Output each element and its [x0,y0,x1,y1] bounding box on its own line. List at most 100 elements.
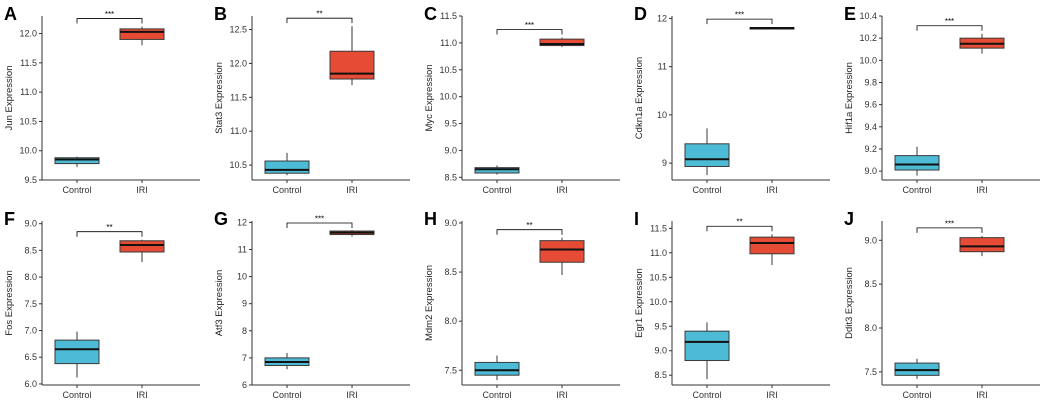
panel-b-letter: B [214,4,227,24]
panel-c-sig-bracket [496,29,563,35]
panel-i-group: I Egr1 Expression 8.5 9.0 9.5 10.0 10.5 11.0 11.… [634,209,830,400]
panel-d-ytick-label: 12 [657,13,667,23]
panel-g-sig-bracket [286,222,353,228]
panel-a-ytick-label: 10.5 [19,116,37,126]
panel-j-ytick-label: 9.0 [864,235,877,245]
panel-h-ytick-label: 7.5 [444,365,457,375]
panel-f-ylabel: Fos Expression [4,270,15,335]
panel-c-ytick-label: 11.0 [440,38,457,48]
panel-i-box-iri [749,236,795,255]
panel-f-ytick-label: 6.0 [24,379,37,389]
panel-d-sig-bracket [706,18,773,25]
panel-c-ytick-label: 9.5 [444,119,457,129]
panel-a-box-iri [119,28,165,40]
panel-i-letter: I [634,209,639,229]
panel-e-box-control [894,155,940,171]
panel-i-sig-bracket [706,225,773,232]
panel-b-sig-label: ** [316,10,322,19]
panel-c-xtick-label: Control [482,185,511,195]
panel-e-xtick-label: Control [902,185,931,195]
panel-b-group: B Stat3 Expression 10.5 11.0 11.5 12.0 12.5 Con… [214,4,410,195]
panel-c-ytick-label: 10.5 [439,65,457,75]
panel-e-ytick-label: 9.0 [864,166,877,176]
panel-h-ylabel: Mdm2 Expression [424,265,435,341]
panel-b-xtick-label: IRI [346,185,358,195]
panel-h-sig-bracket [496,229,563,235]
panel-g-letter: G [214,209,228,229]
panel-f-xtick-label: IRI [136,390,148,400]
panel-g-ytick-label: 12 [237,217,247,227]
panel-i-ytick-label: 10.5 [649,272,667,282]
panel-a-sig-bracket [76,18,143,24]
panel-g-xtick-label: Control [272,390,301,400]
panel-g-ytick-label: 9 [242,299,247,309]
panel-h-ytick-label: 8.0 [444,316,457,326]
panel-b-ylabel: Stat3 Expression [214,62,225,134]
panel-i-ytick-label: 8.5 [654,370,667,380]
panel-a-letter: A [4,4,17,24]
panel-j-group: J Ddit3 Expression 7.5 8.0 8.5 9.0 Control IRI *… [844,209,1040,400]
panel-d-group: D Cdkn1a Expression 9 10 11 12 Control IRI *** [634,4,830,195]
panel-j-ytick-label: 8.5 [864,279,877,289]
panel-i-ytick-label: 9.5 [654,321,667,331]
panel-c-group: C Myc Expression 8.5 9.0 9.5 10.0 10.5 11.0 11.5… [424,4,620,195]
panel-h-sig-label: ** [526,221,532,230]
panel-g-ytick-label: 6 [242,380,247,390]
panel-e-sig-label: *** [945,17,954,26]
panel-d-box-control [684,143,730,167]
panel-g-group: G Atf3 Expression 6 7 8 9 10 11 12 Control IRI *** [214,209,410,400]
panel-e-letter: E [844,4,856,24]
panel-a-box-control [54,157,100,165]
panel-e-group: E Hif1a Expression 9.0 9.2 9.4 9.6 9.8 10.0 10.2… [844,4,1040,195]
panel-i-ytick-label: 11.5 [650,223,667,233]
panel-b-sig-bracket [286,17,353,24]
panel-e-xtick-label: IRI [976,185,988,195]
panel-j-xtick-label: IRI [976,390,988,400]
panel-d-ylabel: Cdkn1a Expression [634,57,645,139]
panel-c-ytick-label: 8.5 [444,172,457,182]
panel-h-box-iri [539,240,585,263]
panel-d-sig-label: *** [735,11,744,20]
panel-a-xtick-label: IRI [136,185,148,195]
panel-f-letter: F [4,209,15,229]
panel-c-xtick-label: IRI [556,185,568,195]
panel-e-ytick-label: 10.2 [859,33,877,43]
panel-f-box-iri [119,240,165,253]
panel-e-ytick-label: 9.4 [864,122,877,132]
panel-b-box-control [264,160,310,174]
panel-h-xtick-label: Control [482,390,511,400]
panel-c-sig-label: *** [525,21,534,30]
panel-f-ytick-label: 7.5 [24,299,37,309]
panel-f-sig-bracket [76,231,143,237]
panel-j-sig-label: *** [945,219,954,228]
panel-j-xtick-label: Control [902,390,931,400]
panel-i-xtick-label: Control [692,390,721,400]
panel-c-letter: C [424,4,437,24]
panel-b-ytick-label: 11.0 [230,126,247,136]
panel-f-xtick-label: Control [62,390,91,400]
panel-j-ytick-label: 7.5 [864,367,877,377]
panel-d-ytick-label: 11 [658,62,667,72]
panel-j-ytick-label: 8.0 [864,323,877,333]
panel-b-box-iri [329,50,375,80]
panel-c-box-iri [539,38,585,47]
panel-g-ytick-label: 7 [242,353,247,363]
panel-f-ytick-label: 7.0 [24,326,37,336]
panel-a-group: A Jun Expression 9.5 10.0 10.5 11.0 11.5 12.0 Co… [4,4,200,195]
panel-g-ytick-label: 11 [238,244,247,254]
panel-i-ytick-label: 11.0 [650,248,667,258]
panel-h-ytick-label: 8.5 [444,267,457,277]
panel-i-ytick-label: 9.0 [654,346,667,356]
panel-f-box-control [54,339,100,365]
panel-h-box-control [474,361,520,376]
panel-a-ytick-label: 10.0 [19,146,37,156]
panel-e-ytick-label: 9.6 [864,100,877,110]
panel-j-ylabel: Ddit3 Expression [844,267,855,339]
panel-b-ytick-label: 11.5 [230,92,247,102]
panel-b-xtick-label: Control [272,185,301,195]
panel-j-letter: J [844,209,854,229]
panel-i-box-control [684,330,730,362]
panel-a-ytick-label: 11.0 [20,87,37,97]
panel-h-xtick-label: IRI [556,390,568,400]
